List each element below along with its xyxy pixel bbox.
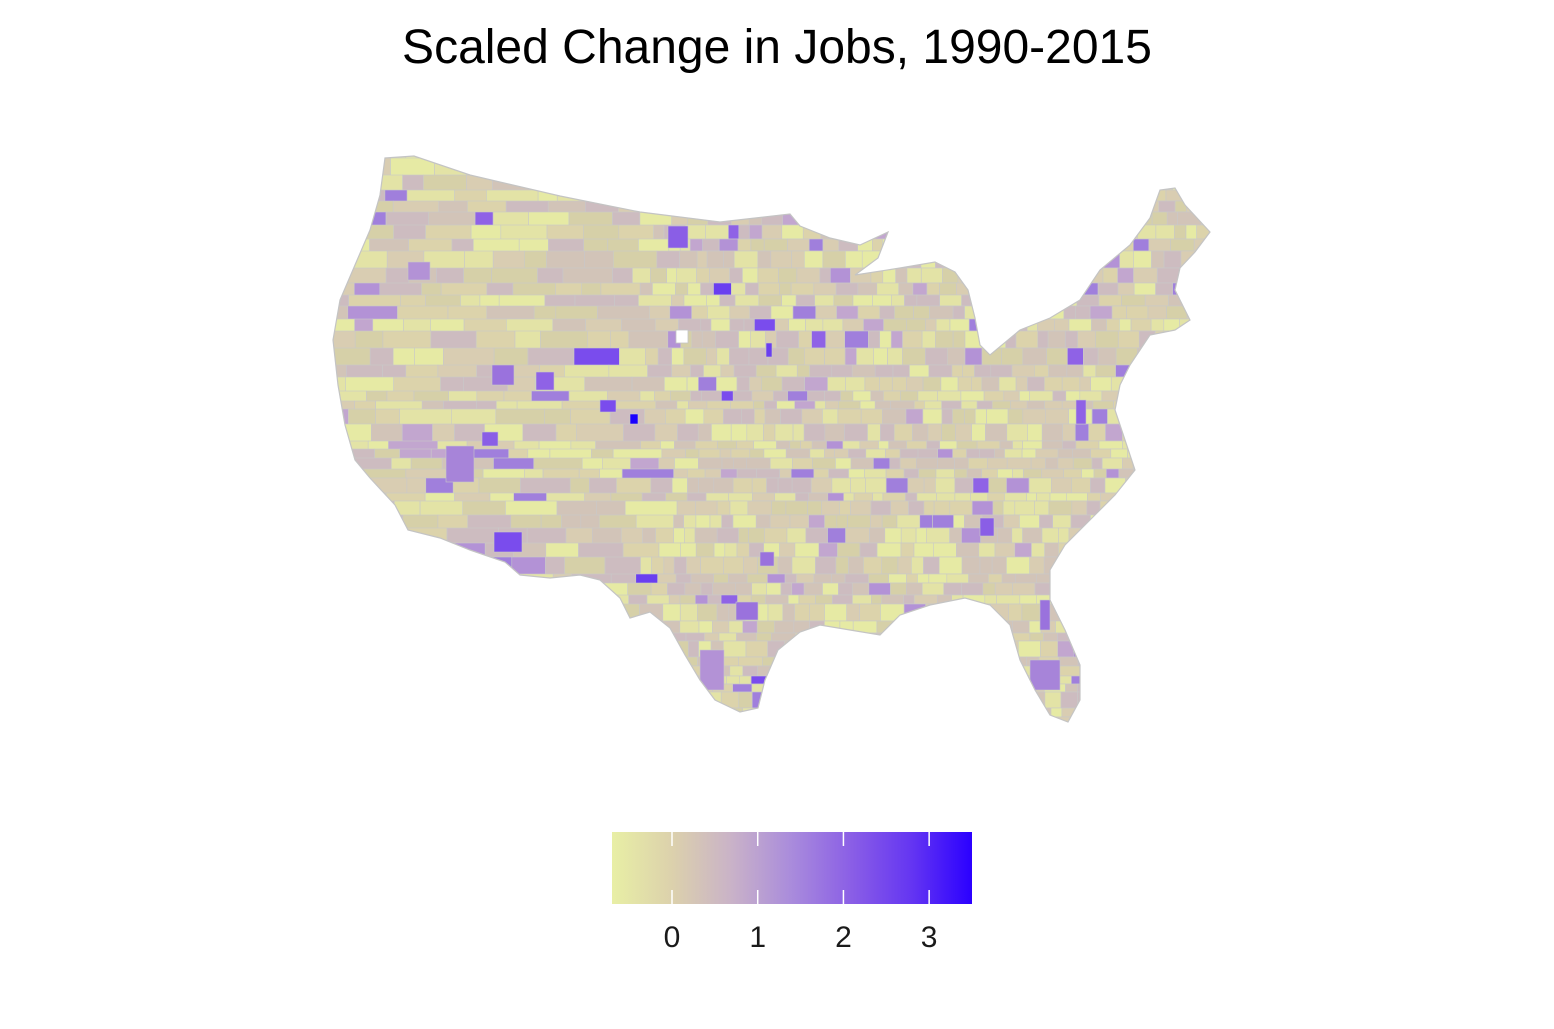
legend-tick-label: 1 <box>749 921 767 954</box>
legend-tick-label: 2 <box>835 921 852 954</box>
legend-tick-label: 3 <box>920 921 938 954</box>
color-legend-bar <box>612 832 972 904</box>
legend-tick-label: 0 <box>663 921 681 954</box>
missing-county <box>675 329 689 344</box>
chart-title: Scaled Change in Jobs, 1990-2015 <box>402 21 1152 74</box>
